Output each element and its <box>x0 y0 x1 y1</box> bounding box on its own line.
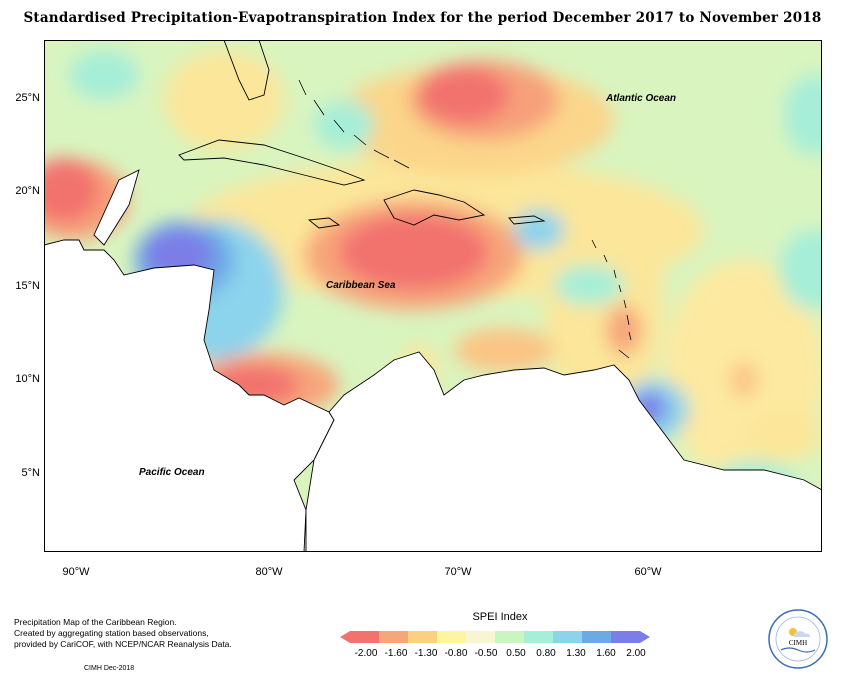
spei-map: Atlantic Ocean Caribbean Sea Pacific Oce… <box>44 40 822 552</box>
map-canvas <box>44 40 822 552</box>
footer-line-2: Created by aggregating station based obs… <box>14 628 209 638</box>
legend-label: 1.60 <box>596 648 616 659</box>
legend-swatch <box>582 631 611 643</box>
footer-description: Precipitation Map of the Caribbean Regio… <box>14 617 232 650</box>
legend-label: 2.00 <box>626 648 646 659</box>
legend-swatch <box>611 631 640 643</box>
legend-label: -0.50 <box>474 648 498 659</box>
legend-label: -2.00 <box>354 648 378 659</box>
footer-line-3: provided by CariCOF, with NCEP/NCAR Rean… <box>14 639 232 649</box>
lon-label-80w: 80°W <box>255 566 283 578</box>
lon-label-60w: 60°W <box>634 566 662 578</box>
legend-title: SPEI Index <box>472 611 528 623</box>
label-pacific-ocean: Pacific Ocean <box>139 467 205 478</box>
lon-label-90w: 90°W <box>62 566 90 578</box>
lat-label-10n: 10°N <box>15 373 40 385</box>
legend-swatch <box>553 631 582 643</box>
lat-label-25n: 25°N <box>15 92 40 104</box>
legend-arrow-left <box>340 631 350 643</box>
lat-label-15n: 15°N <box>15 280 40 292</box>
legend-label: -1.60 <box>384 648 408 659</box>
footer-line-1: Precipitation Map of the Caribbean Regio… <box>14 617 177 627</box>
logo-text: CIMH <box>789 639 807 647</box>
legend-swatch <box>350 631 379 643</box>
lat-label-20n: 20°N <box>15 185 40 197</box>
legend-swatch <box>408 631 437 643</box>
legend-swatch <box>495 631 524 643</box>
footer-credit: CIMH Dec-2018 <box>84 665 135 672</box>
lat-label-5n: 5°N <box>21 467 40 479</box>
legend-swatch <box>379 631 408 643</box>
legend-labels: -2.00 -1.60 -1.30 -0.80 -0.50 0.50 0.80 … <box>350 648 650 662</box>
legend-swatch <box>524 631 553 643</box>
label-atlantic-ocean: Atlantic Ocean <box>606 93 677 104</box>
legend-arrow-right <box>640 631 650 643</box>
legend-swatch <box>437 631 466 643</box>
legend-label: 0.50 <box>506 648 526 659</box>
legend-label: -0.80 <box>444 648 468 659</box>
legend-swatch <box>466 631 495 643</box>
legend-label: 0.80 <box>536 648 556 659</box>
label-caribbean-sea: Caribbean Sea <box>326 280 396 291</box>
map-title: Standardised Precipitation-Evapotranspir… <box>23 10 822 26</box>
lon-label-70w: 70°W <box>444 566 472 578</box>
legend-label: -1.30 <box>414 648 438 659</box>
legend-label: 1.30 <box>566 648 586 659</box>
cimh-logo: CIMH <box>768 609 828 669</box>
legend-colorbar <box>340 631 650 643</box>
